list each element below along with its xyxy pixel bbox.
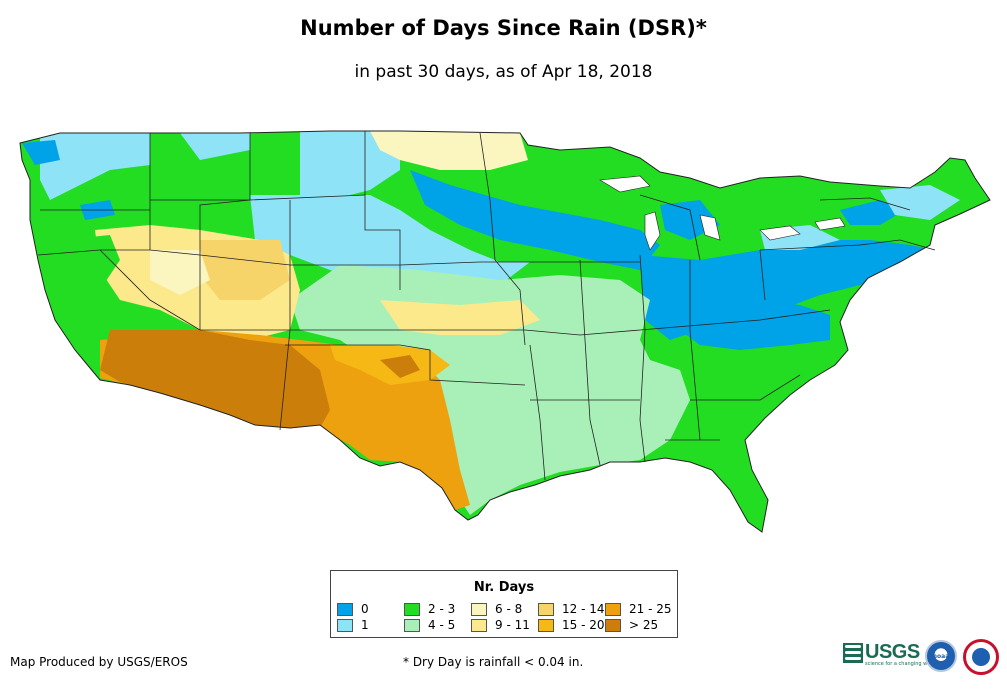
legend-swatch [337, 618, 353, 632]
legend-label: 15 - 20 [562, 618, 605, 632]
legend-item-2-3: 2 - 3 [404, 602, 455, 616]
legend-item-gt-25: > 25 [605, 618, 658, 632]
legend-item-4-5: 4 - 5 [404, 618, 455, 632]
legend-label: 21 - 25 [629, 602, 672, 616]
nws-logo [963, 639, 999, 675]
legend-label: 4 - 5 [428, 618, 456, 632]
legend-swatch [538, 618, 554, 632]
produced-by: Map Produced by USGS/EROS [10, 655, 188, 669]
legend-swatch [471, 602, 487, 616]
nws-emblem-icon [972, 648, 990, 666]
legend-item-0: 0 [337, 602, 369, 616]
dry-day-note: * Dry Day is rainfall < 0.04 in. [403, 655, 584, 669]
legend-swatch [404, 602, 420, 616]
legend-label: > 25 [629, 618, 659, 632]
legend-swatch [337, 602, 353, 616]
state-borders [19, 130, 991, 533]
legend-item-12-14: 12 - 14 [538, 602, 605, 616]
map-title: Number of Days Since Rain (DSR)* [300, 16, 707, 40]
legend-swatch [404, 618, 420, 632]
legend-label: 9 - 11 [495, 618, 530, 632]
noaa-logo: noaa [925, 640, 957, 672]
usgs-tagline: science for a changing world [865, 661, 937, 667]
legend-swatch [471, 618, 487, 632]
legend-label: 6 - 8 [495, 602, 523, 616]
legend-swatch [605, 602, 621, 616]
legend: Nr. Days 0 1 2 - 3 4 - 5 6 - 8 9 - 11 12… [330, 570, 678, 638]
legend-label: 0 [361, 602, 369, 616]
usgs-wordmark: USGS [865, 641, 920, 663]
legend-label: 2 - 3 [428, 602, 456, 616]
legend-item-21-25: 21 - 25 [605, 602, 672, 616]
legend-swatch [538, 602, 554, 616]
legend-item-1: 1 [337, 618, 369, 632]
map-subtitle: in past 30 days, as of Apr 18, 2018 [354, 62, 653, 82]
legend-label: 1 [361, 618, 369, 632]
legend-title: Nr. Days [473, 580, 535, 595]
legend-label: 12 - 14 [562, 602, 605, 616]
usgs-logo: USGS science for a changing world [843, 641, 937, 667]
usgs-wave-icon [843, 642, 863, 663]
legend-item-6-8: 6 - 8 [471, 602, 522, 616]
legend-item-15-20: 15 - 20 [538, 618, 605, 632]
legend-item-9-11: 9 - 11 [471, 618, 530, 632]
noaa-wordmark: noaa [932, 653, 950, 660]
great-lakes [599, 175, 846, 251]
legend-swatch [605, 618, 621, 632]
